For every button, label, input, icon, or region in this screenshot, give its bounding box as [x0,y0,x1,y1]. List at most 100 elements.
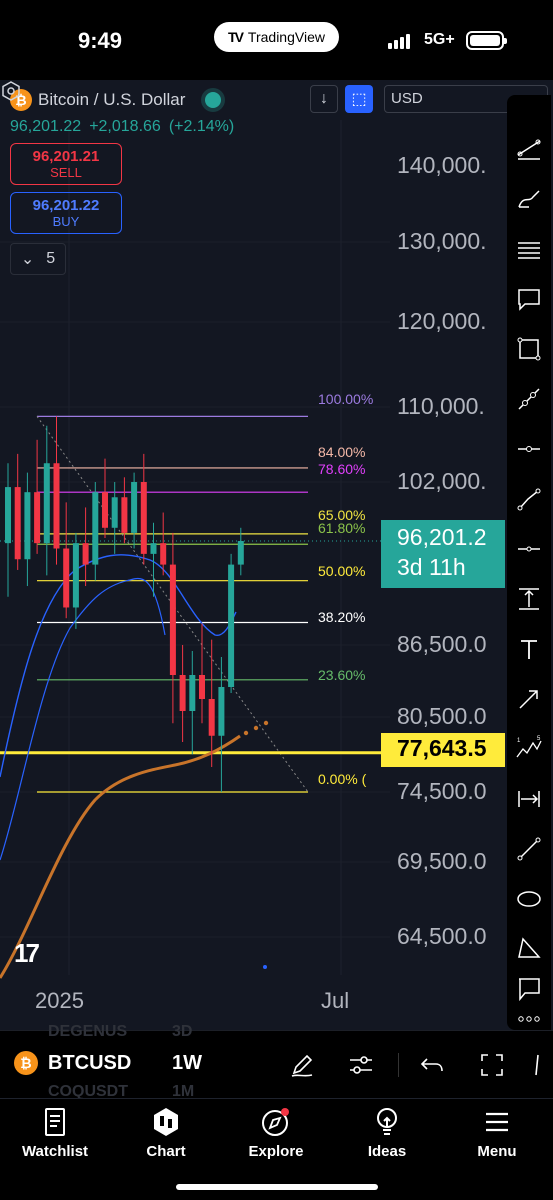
quantity-value: 5 [46,250,56,267]
pencil-icon[interactable] [288,1051,316,1079]
text-tool-icon[interactable] [515,635,543,663]
battery-icon [466,31,507,50]
tradingview-pill-label: TradingView [247,29,325,45]
price-tick: 86,500.0 [397,631,487,657]
candle-body [140,482,147,554]
nav-explore[interactable]: Explore [231,1105,321,1160]
price-range-tool-icon[interactable] [515,585,543,613]
nav-ideas[interactable]: Ideas [342,1105,432,1160]
fib-level-label: 0.00% ( [318,771,367,787]
fib-level-label: 65.00% [318,507,366,523]
quantity-selector[interactable]: ⌄ 5 [10,243,66,275]
candle-body [179,675,186,711]
price-tick: 110,000. [397,393,485,419]
scroll-down-button[interactable]: ↓ [310,85,338,113]
time-axis-label: 2025 [35,988,84,1013]
scroll-ghost-interval: 3D [172,1023,193,1040]
line-segment-tool-icon[interactable] [515,835,543,863]
sync-icon: ⬚ [351,91,367,108]
last-price: 96,201.22 [10,118,82,135]
fib-level-label: 100.00% [318,391,374,407]
candle-body [102,492,108,528]
chart-canvas[interactable] [0,80,553,1030]
nav-watchlist-label: Watchlist [21,1143,89,1160]
hamburger-menu-icon [486,1112,508,1132]
candle-body [131,482,138,533]
fib-level-label: 50.00% [318,563,366,579]
ma-blue-line [0,554,237,778]
bitcoin-icon: ₿ [14,1051,38,1075]
rectangle-tool-icon[interactable] [515,335,543,363]
ma-orange-line [0,734,241,979]
arrow-tool-icon[interactable] [515,685,543,713]
scroll-ghost-interval: 1M [172,1083,195,1100]
price-tick: 102,000. [397,468,487,494]
indicators-icon[interactable] [347,1051,375,1079]
candle-body [121,497,128,533]
callout-tool-icon[interactable] [515,285,543,313]
fib-level-label: 78.60% [318,461,366,477]
ma-projection-dot [243,730,249,736]
current-price: 96,201.2 [397,524,487,550]
nav-watchlist[interactable]: Watchlist [10,1105,100,1160]
chart-settings-icon[interactable] [0,80,22,102]
bar-countdown: 3d 11h [397,554,466,580]
nav-menu[interactable]: Menu [452,1105,542,1160]
triangle-tool-icon[interactable] [515,935,543,963]
date-range-tool-icon[interactable] [515,785,543,813]
bitcoin-icon: ₿ [10,89,32,111]
chevron-down-icon: ⌄ [20,251,35,268]
ray-tool-icon[interactable] [515,385,543,413]
sync-button[interactable]: ⬚ [345,85,373,113]
more-options-icon[interactable] [532,1051,553,1079]
candle-body [160,543,167,565]
more-tools-icon[interactable] [515,1005,543,1023]
price-summary: 96,201.22 +2,018.66 (+2.14%) [10,118,234,136]
horizontal-line-tool-icon[interactable] [515,535,543,563]
fullscreen-icon[interactable] [478,1051,506,1079]
ma-blue-line [0,577,166,861]
signal-icon [388,34,410,49]
price-tick: 120,000. [397,308,487,334]
interval-selector[interactable]: 1W [172,1052,202,1074]
bottom-navigation: Watchlist Chart Explore Ideas Menu [0,1098,553,1200]
candle-body [72,543,79,608]
ma-projection-dot [253,725,259,731]
ma-projection-dot [263,720,269,726]
sell-label: SELL [50,165,82,180]
symbol-header[interactable]: ₿ Bitcoin / U.S. Dollar [10,89,222,111]
chart-area[interactable]: ₿ Bitcoin / U.S. Dollar 96,201.22 +2,018… [0,80,553,1030]
candle-body [169,564,176,675]
nav-chart[interactable]: Chart [121,1105,211,1160]
symbol-ticker[interactable]: BTCUSD [48,1052,132,1074]
parallel-channel-tool-icon[interactable] [515,235,543,263]
brush-tool-icon[interactable] [515,185,543,213]
undo-icon[interactable] [418,1051,446,1079]
horizontal-ray-tool-icon[interactable] [515,435,543,463]
note-tool-icon[interactable] [515,975,543,1003]
status-bar: 9:49 TV TradingView 5G+ [0,0,553,80]
sell-button[interactable]: 96,201.21 SELL [10,143,122,185]
svg-text:5: 5 [537,736,541,742]
tradingview-pill[interactable]: TV TradingView [214,22,339,52]
buy-label: BUY [52,214,80,229]
candle-body [53,463,60,549]
ellipse-tool-icon[interactable] [515,885,543,913]
chart-icon [154,1108,178,1136]
horizontal-line-price-tag[interactable]: 77,643.5 [381,733,505,767]
status-time: 9:49 [78,28,123,53]
divider [398,1053,399,1077]
lightbulb-icon [377,1108,397,1135]
buy-button[interactable]: 96,201.22 BUY [10,192,122,234]
candle-body [150,543,157,554]
nav-chart-label: Chart [146,1143,186,1160]
trend-line-tool-icon[interactable] [515,135,543,163]
price-tick: 69,500.0 [397,848,487,874]
candle-body [82,543,89,565]
candle-body [199,675,205,699]
path-tool-icon[interactable] [515,485,543,513]
candle-body [208,699,215,736]
scroll-ghost-symbol: COQUSDT [48,1083,128,1100]
